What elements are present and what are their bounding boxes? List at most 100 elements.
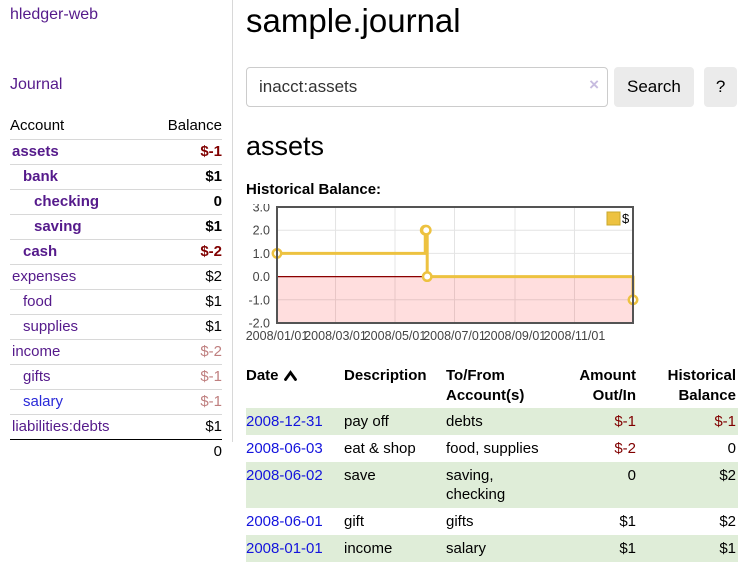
account-link[interactable]: income: [12, 343, 61, 360]
account-row: checking 0: [10, 189, 222, 215]
journal-link-label[interactable]: Journal: [10, 76, 63, 93]
transaction-balance: 0: [727, 440, 736, 457]
clear-search-icon[interactable]: ×: [589, 75, 599, 94]
account-link[interactable]: expenses: [12, 268, 77, 285]
chart-legend-swatch: [606, 211, 621, 226]
account-link[interactable]: assets: [12, 143, 59, 160]
help-button[interactable]: ?: [703, 67, 738, 107]
chart-data-point: [420, 224, 432, 236]
transaction-balance: $-1: [714, 413, 736, 430]
transaction-balance: $2: [719, 513, 736, 530]
account-row: food $1: [10, 289, 222, 315]
transaction-amount: $1: [619, 513, 636, 530]
chart-data-point: [421, 271, 433, 283]
transaction-description: gift: [344, 513, 365, 530]
app-brand-link[interactable]: hledger-web: [10, 6, 222, 24]
account-balance: $1: [205, 318, 222, 335]
account-row: gifts $-1: [10, 364, 222, 390]
account-link[interactable]: salary: [23, 393, 64, 410]
search-input[interactable]: [246, 67, 608, 107]
account-balance: $1: [205, 418, 222, 435]
account-balance: $-1: [200, 368, 222, 385]
transaction-row: 2008-01-01 income salary $1 $1: [246, 535, 738, 562]
transaction-amount: 0: [627, 467, 636, 484]
transaction-description: pay off: [344, 413, 389, 430]
account-row: assets $-1: [10, 139, 222, 165]
account-link[interactable]: food: [23, 293, 53, 310]
account-link[interactable]: checking: [34, 193, 100, 210]
accounts-table-header-row: Account Balance: [10, 114, 222, 140]
account-balance: 0: [213, 193, 222, 210]
chart-x-tick-label: 2008/05/01: [364, 329, 427, 343]
caret-up-icon: [283, 370, 297, 381]
main-content: sample.journal × Search ? assets Histori…: [246, 0, 738, 562]
account-balance: $2: [205, 268, 222, 285]
transaction-row: 2008-06-03 eat & shop food, supplies $-2 0: [246, 435, 738, 462]
register-column-header: To/From Account(s): [446, 367, 525, 404]
app-brand-label[interactable]: hledger-web: [10, 6, 99, 23]
transaction-amount: $-2: [614, 440, 636, 457]
accounts-table: Account Balance assets $-1 bank $1 checking 0…: [10, 114, 222, 464]
account-balance: $1: [205, 293, 222, 310]
chart-y-tick-label: 2.0: [253, 224, 270, 238]
chart-y-tick-label: 1.0: [253, 247, 270, 261]
account-link[interactable]: saving: [34, 218, 82, 235]
search-button[interactable]: Search: [614, 67, 694, 107]
accounts-total-value: 0: [147, 439, 222, 464]
sidebar-item-journal[interactable]: Journal: [10, 76, 222, 94]
account-row: saving $1: [10, 214, 222, 240]
account-column-header: Account: [10, 117, 65, 134]
account-link[interactable]: liabilities:debts: [12, 418, 110, 435]
transaction-accounts: gifts: [446, 513, 474, 530]
account-link[interactable]: supplies: [23, 318, 79, 335]
chart-y-tick-label: 0.0: [253, 270, 270, 284]
chart-x-tick-label: 2008/03/01: [304, 329, 367, 343]
accounts-total-row: 0: [10, 439, 222, 464]
account-row: cash $-2: [10, 239, 222, 265]
chart-y-tick-label: 3.0: [253, 204, 270, 215]
account-row: expenses $2: [10, 264, 222, 290]
chart-x-tick-label: 2008/09/01: [484, 329, 547, 343]
transaction-date-link[interactable]: 2008-06-01: [246, 513, 323, 530]
search-box: ×: [246, 67, 608, 107]
account-row: salary $-1: [10, 389, 222, 415]
transaction-date-link[interactable]: 2008-06-02: [246, 467, 323, 484]
balance-column-header: Balance: [167, 117, 222, 134]
account-row: income $-2: [10, 339, 222, 365]
chart-x-tick-label: 2008/07/01: [423, 329, 486, 343]
chart-title: Historical Balance:: [246, 181, 382, 198]
register-header-row: Date Description To/From Account(s) Amount Ou…: [246, 364, 738, 408]
chart-y-tick-label: -1.0: [248, 293, 270, 307]
sidebar: hledger-web Journal Account Balance asse…: [0, 0, 233, 464]
chart-x-tick-label: 2008/01/01: [246, 329, 308, 343]
account-heading: assets: [246, 131, 325, 161]
transaction-row: 2008-06-02 save saving, checking 0 $2: [246, 462, 738, 508]
register-column-header: Historical Balance: [667, 367, 736, 404]
register-column-header: Description: [344, 367, 427, 384]
chart-x-tick-label: 2008/11/01: [544, 329, 606, 343]
account-row: bank $1: [10, 164, 222, 190]
account-link[interactable]: bank: [23, 168, 59, 185]
account-link[interactable]: cash: [23, 243, 58, 260]
transaction-amount: $-1: [614, 413, 636, 430]
transaction-date-link[interactable]: 2008-12-31: [246, 413, 323, 430]
chart-legend-label: $: [622, 211, 630, 226]
register-column-header[interactable]: Date: [246, 364, 338, 408]
account-balance: $-2: [200, 243, 222, 260]
transaction-balance: $2: [719, 467, 736, 484]
search-form: × Search ?: [246, 67, 738, 107]
account-row: liabilities:debts $1: [10, 414, 222, 440]
account-link[interactable]: gifts: [23, 368, 51, 385]
accounts-total-spacer: [10, 439, 148, 464]
register-column-header: Amount Out/In: [579, 367, 636, 404]
account-balance: $1: [205, 168, 222, 185]
transaction-date-link[interactable]: 2008-01-01: [246, 540, 323, 557]
transaction-accounts: saving, checking: [446, 467, 506, 503]
chart-y-tick-label: -2.0: [248, 317, 270, 331]
transaction-date-link[interactable]: 2008-06-03: [246, 440, 323, 457]
account-row: supplies $1: [10, 314, 222, 340]
account-balance: $-2: [200, 343, 222, 360]
transaction-balance: $1: [719, 540, 736, 557]
chart-border: [276, 206, 634, 324]
